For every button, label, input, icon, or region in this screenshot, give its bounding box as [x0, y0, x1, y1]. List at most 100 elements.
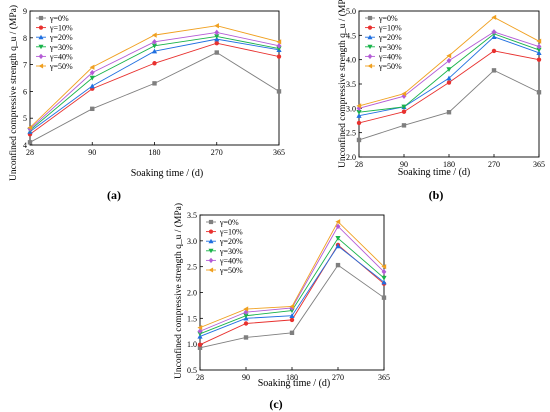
- panel-b-legend-marker: [367, 15, 373, 21]
- panel-c-data-point: [335, 236, 341, 241]
- panel-c-data-point: [243, 335, 249, 340]
- panel-b-ylabel: Unconfined compressive strength q_u / (M…: [337, 0, 348, 168]
- panel-c-data-point: [381, 269, 387, 275]
- panel-a-legend-marker: [38, 63, 44, 69]
- panel-c-data-point: [289, 313, 295, 318]
- panel-b-data-point: [536, 90, 542, 95]
- panel-c-data-point: [335, 219, 341, 225]
- panel-c-data-point: [381, 295, 387, 300]
- panel-b-data-point: [536, 43, 542, 50]
- panel-b-data-point: [536, 38, 542, 44]
- panel-b-legend-label: γ=40%: [378, 52, 402, 61]
- panel-c-data-point: [335, 243, 341, 249]
- panel-b-xlabel: Soaking time / (d): [398, 167, 471, 178]
- panel-c-legend-marker: [208, 248, 214, 254]
- panel-c: 0.51.01.52.02.53.03.528 90 180 270 365γ=0%γ=…: [173, 203, 390, 411]
- panel-a-data-point: [152, 81, 157, 86]
- panel-a-ytick-label: 4: [23, 141, 27, 150]
- panel-a-data-point: [214, 23, 219, 29]
- panel-a-legend-label: γ=10%: [49, 24, 73, 33]
- panel-a-xtick-label: 270: [211, 148, 223, 157]
- panel-c-ytick-label: 2.0: [187, 289, 197, 298]
- panel-b-data-point: [356, 105, 362, 112]
- panel-b-data-point: [536, 47, 542, 53]
- panel-c-data-point: [381, 275, 387, 281]
- panel-b-data-point: [446, 80, 452, 85]
- panel-a-data-point: [152, 61, 157, 66]
- panel-b-data-point: [491, 34, 497, 39]
- panel-b-xtick-label: 90: [400, 160, 408, 169]
- panel-a-data-point: [214, 40, 219, 46]
- panel-c-xlabel: Soaking time / (d): [258, 378, 331, 389]
- panel-c-legend-label: γ=10%: [219, 228, 243, 237]
- panel-c-data-point: [335, 262, 341, 268]
- panel-b-plot-area: 2.02.53.03.54.04.55.028 90 180 270 365γ=0%γ=…: [346, 7, 545, 169]
- panel-b-legend-label: γ=50%: [378, 62, 402, 71]
- panel-a-legend-label: γ=40%: [49, 52, 73, 61]
- panel-a-data-point: [89, 75, 95, 81]
- panel-a-ytick-label: 8: [23, 34, 27, 43]
- panel-a-legend-label: γ=30%: [49, 43, 73, 52]
- panel-a-data-point: [151, 48, 158, 54]
- panel-c-data-point: [381, 264, 387, 270]
- panel-c-data-point: [289, 330, 295, 335]
- panel-c-legend-marker: [208, 238, 214, 244]
- panel-a-ylabel: Unconfined compressive strength q_u / (M…: [8, 5, 19, 181]
- panel-c-data-point: [243, 321, 249, 326]
- panel-a-data-point: [151, 32, 157, 38]
- panel-b-data-point: [446, 75, 452, 81]
- panel-c-xtick-label: 180: [286, 373, 298, 382]
- panel-c-xtick-label: 28: [196, 373, 204, 382]
- panel-c-data-point: [289, 317, 295, 323]
- panel-b-data-point: [401, 91, 407, 97]
- panel-b-legend-marker: [367, 63, 373, 69]
- panel-c-legend-marker: [208, 229, 214, 234]
- panel-c-xtick-label: 90: [242, 373, 250, 382]
- panel-c-data-point: [381, 279, 387, 285]
- panel-a-data-point: [151, 43, 158, 49]
- panel-c-legend-marker: [208, 257, 214, 264]
- panel-b-data-point: [446, 110, 452, 115]
- panel-a-legend-marker: [38, 15, 44, 21]
- panel-c-data-point: [197, 345, 203, 350]
- panel-b-legend-label: γ=10%: [378, 24, 402, 33]
- panel-b-data-point: [446, 57, 452, 64]
- panel-b-ytick-label: 5.0: [346, 7, 356, 16]
- panel-a-data-point: [89, 64, 95, 70]
- panel-b-ytick-label: 3.0: [346, 104, 356, 113]
- panel-a-xtick-label: 365: [273, 148, 285, 157]
- panel-c-data-point: [289, 303, 295, 310]
- panel-b-data-point: [356, 110, 362, 115]
- panel-b-data-point: [491, 68, 497, 73]
- panel-b-data-point: [491, 14, 497, 20]
- panel-b-legend-marker: [367, 53, 373, 60]
- panel-a-label: (a): [107, 188, 121, 202]
- panel-b-ytick-label: 2.0: [346, 153, 356, 162]
- panel-c-xtick-label: 365: [378, 373, 390, 382]
- panel-b-ytick-label: 4.5: [346, 31, 356, 40]
- panel-b-legend-marker: [367, 44, 373, 50]
- panel-c-ytick-label: 1.5: [187, 314, 197, 323]
- panel-b-legend-label: γ=0%: [378, 14, 398, 23]
- panel-a-data-point: [152, 39, 157, 45]
- panel-b-xtick-label: 28: [355, 160, 363, 169]
- panel-b-data-point: [356, 137, 362, 143]
- panel-a-legend-label: γ=0%: [49, 14, 69, 23]
- panel-b-legend-marker: [367, 25, 373, 30]
- panel-a-xtick-label: 90: [88, 148, 96, 157]
- panel-b-data-point: [536, 50, 542, 56]
- panel-a-data-point: [214, 34, 220, 40]
- panel-a-legend-marker: [38, 34, 44, 40]
- panel-a-data-point: [27, 140, 33, 145]
- panel-c-ytick-label: 3.0: [187, 237, 197, 246]
- panel-a-data-point: [89, 69, 95, 76]
- panel-a-xtick-label: 28: [26, 148, 34, 157]
- panel-b-data-point: [446, 67, 452, 72]
- panel-c-ylabel: Unconfined compressive strength q_u / (M…: [173, 203, 184, 379]
- panel-a-ytick-label: 6: [23, 87, 27, 96]
- panel-b-legend-label: γ=20%: [378, 33, 402, 42]
- panel-b-ytick-label: 4.0: [346, 56, 356, 65]
